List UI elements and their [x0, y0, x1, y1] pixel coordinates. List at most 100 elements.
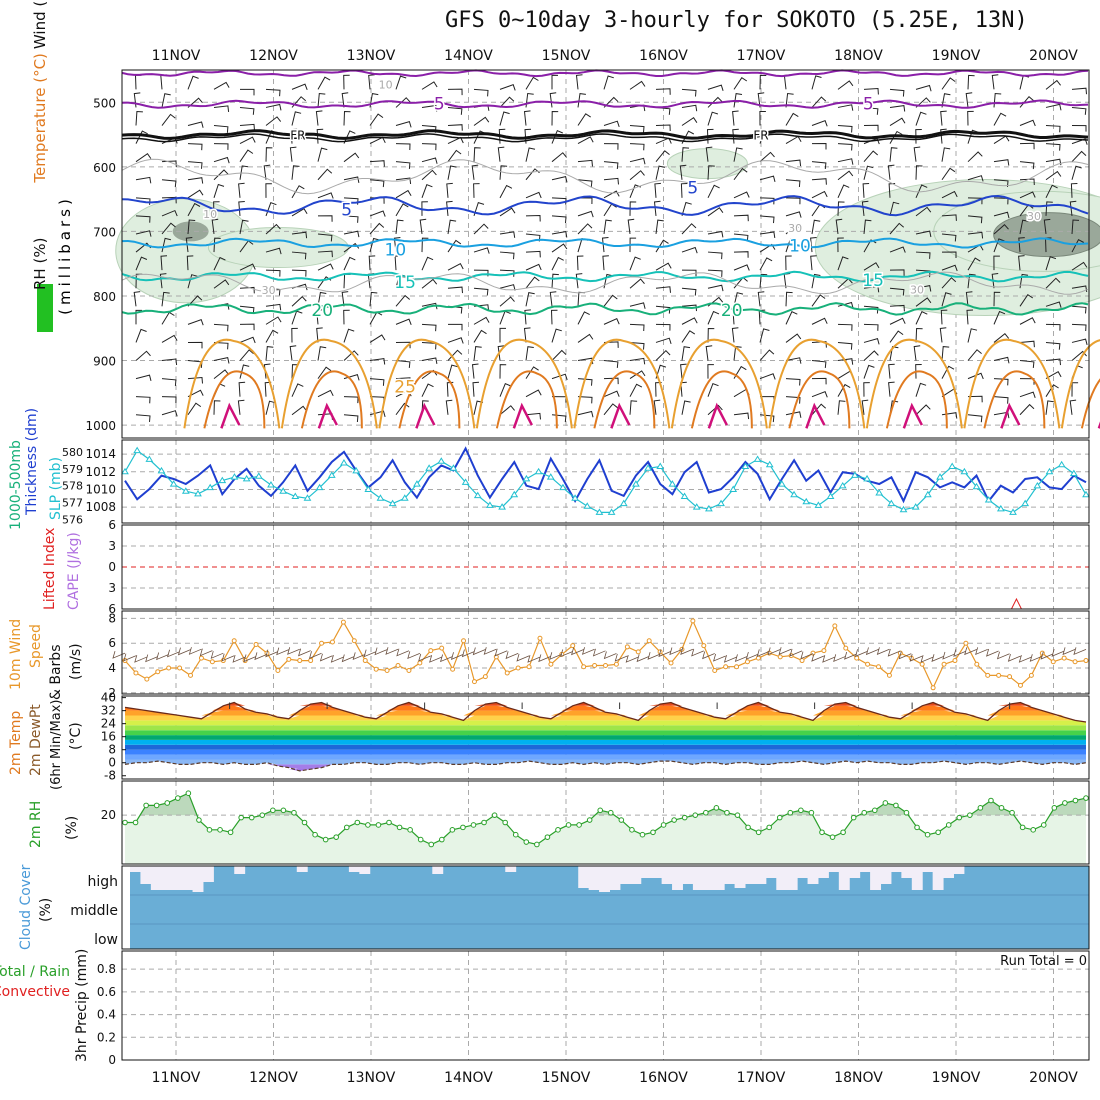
rh-point: [703, 809, 709, 816]
wind-barb: [1071, 219, 1080, 235]
rh-point: [153, 802, 160, 809]
wind-barb: [1045, 125, 1061, 133]
cloud-clear-segment: [661, 866, 673, 884]
wind-barb: [915, 382, 927, 397]
contour-label: FR: [290, 128, 305, 142]
wind-barb: [421, 341, 437, 350]
wind-barb: [369, 222, 385, 235]
cloud-clear-segment: [932, 866, 944, 890]
wind-barb: [602, 255, 609, 271]
wind-barb: [759, 175, 776, 183]
wind-barb: [861, 200, 869, 216]
wind-barb: [445, 399, 453, 415]
wind-barb: [265, 269, 281, 277]
rh-point: [1009, 809, 1015, 816]
wind-barb: [525, 147, 536, 162]
wind-barb: [421, 169, 437, 181]
wind-barb: [603, 219, 612, 235]
date-label-bottom: 16NOV: [639, 1070, 688, 1086]
slp-tick-label: 1012: [85, 465, 116, 479]
wind10m-barb: [352, 652, 366, 661]
wind10m-barb: [396, 648, 410, 657]
slp-point: [218, 476, 227, 484]
wind-barb: [395, 341, 411, 349]
cloud-clear-segment: [161, 866, 173, 890]
wind-barb: [523, 327, 531, 343]
wind10m-speed-point: [1061, 655, 1067, 661]
wind10m-speed-point: [209, 659, 215, 665]
wind-barb: [161, 358, 178, 366]
cloud-clear-segment: [859, 866, 871, 872]
wind-barb: [1019, 294, 1034, 307]
wind-barb: [915, 404, 931, 416]
wind-barb: [551, 373, 568, 381]
rh-point: [512, 831, 519, 838]
contour-25c: [768, 338, 866, 429]
li-ylabel: Lifted Index: [42, 528, 58, 610]
wind-barb: [447, 337, 464, 344]
wind-barb: [889, 246, 906, 253]
wind-barb: [889, 105, 906, 112]
wind-barb: [785, 112, 799, 126]
wind-barb: [1019, 119, 1036, 127]
temp-color-band: [125, 754, 1086, 760]
wind-barb: [940, 309, 948, 325]
temp-band-fill: [125, 705, 1086, 711]
minmax-ylabel: (6hr Min/Max): [49, 700, 64, 790]
wind-barb: [1045, 201, 1053, 216]
wind-barb: [888, 363, 895, 379]
wind-barb: [1019, 161, 1035, 170]
wind-barb: [785, 92, 794, 108]
wind-barb: [629, 357, 646, 365]
wind-barb: [705, 146, 713, 162]
wind10m-speed-point: [843, 645, 849, 651]
wind-barb: [239, 165, 249, 180]
wind-barb: [837, 358, 854, 365]
thickness-tick-label: 580: [62, 446, 83, 459]
slp-point: [340, 458, 348, 466]
cloud-clear-segment: [630, 866, 642, 884]
wind-barb: [733, 365, 747, 379]
wind-barb: [369, 179, 385, 188]
slp-point: [790, 490, 798, 498]
wind-barb: [731, 327, 739, 343]
li-tick-label: 6: [108, 518, 116, 532]
cloud-clear-segment: [817, 866, 829, 878]
wind-barb: [967, 395, 983, 403]
rh-point: [428, 841, 435, 848]
wind10m-speed-point: [832, 623, 838, 629]
slp-point: [717, 499, 725, 507]
wind-barb: [577, 311, 590, 325]
wind-barb: [238, 381, 246, 397]
wind-barb: [965, 92, 973, 108]
wind-barb: [681, 104, 698, 112]
wind10m-speed-point: [1017, 682, 1023, 688]
wind10m-barb: [374, 647, 388, 656]
wind-barb: [265, 316, 282, 325]
wind-barb: [447, 124, 463, 131]
wind-barb: [317, 250, 333, 258]
slp-point: [121, 467, 129, 475]
contour-label: 10: [789, 237, 811, 257]
temp-tick-label: 16: [101, 730, 116, 744]
wind-barb: [265, 329, 279, 343]
wind-barb: [1045, 143, 1061, 151]
wind10m-barb: [767, 647, 781, 656]
wind-barb: [993, 223, 1009, 235]
wind-barb: [680, 363, 687, 379]
wind-barb: [629, 383, 643, 397]
rh-point: [734, 812, 741, 818]
wind10m-barb: [953, 649, 967, 657]
wind10m-barb: [975, 647, 988, 656]
wind10m-speed-point: [974, 661, 980, 667]
wind-barb: [1069, 399, 1077, 415]
wind-barb: [629, 157, 646, 165]
wind-barb: [265, 400, 276, 415]
cloud-clear-segment: [807, 866, 819, 884]
wind-barb: [837, 80, 854, 90]
wind-barb: [759, 328, 770, 343]
wind-barb: [291, 364, 299, 379]
wind-barb: [187, 189, 204, 199]
wind-barb: [837, 201, 845, 216]
wind-barb: [1071, 239, 1085, 253]
